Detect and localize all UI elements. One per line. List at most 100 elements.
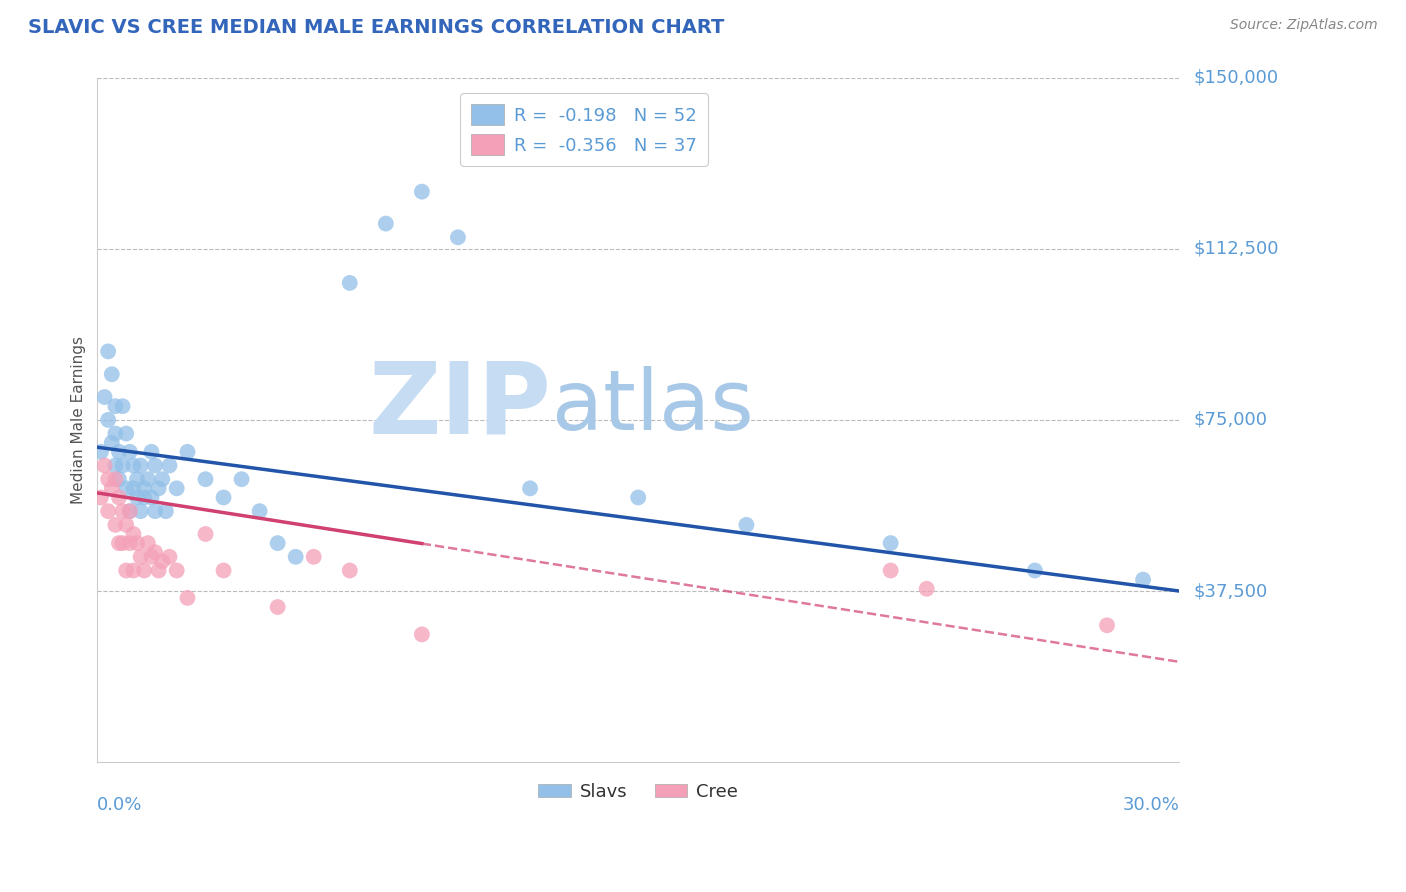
Point	[122, 481, 145, 495]
Text: $112,500: $112,500	[1194, 240, 1278, 258]
Point	[879, 564, 901, 578]
Point	[115, 564, 138, 578]
Point	[134, 491, 156, 505]
Point	[104, 426, 127, 441]
Point	[143, 504, 166, 518]
Point	[115, 481, 138, 495]
Point	[104, 472, 127, 486]
Point	[249, 504, 271, 518]
Point	[100, 368, 122, 382]
Point	[115, 517, 138, 532]
Point	[118, 445, 141, 459]
Point	[104, 458, 127, 473]
Point	[166, 564, 188, 578]
Point	[159, 549, 181, 564]
Point	[915, 582, 938, 596]
Point	[231, 472, 253, 486]
Point	[122, 458, 145, 473]
Point	[136, 472, 159, 486]
Point	[266, 536, 288, 550]
Text: SLAVIC VS CREE MEDIAN MALE EARNINGS CORRELATION CHART: SLAVIC VS CREE MEDIAN MALE EARNINGS CORR…	[28, 18, 724, 37]
Point	[141, 491, 163, 505]
Point	[150, 472, 173, 486]
Point	[118, 504, 141, 518]
Point	[339, 276, 361, 290]
Point	[212, 564, 235, 578]
Point	[155, 504, 177, 518]
Point	[284, 549, 307, 564]
Point	[1024, 564, 1046, 578]
Point	[111, 536, 134, 550]
Point	[134, 564, 156, 578]
Legend: Slavs, Cree: Slavs, Cree	[531, 775, 745, 808]
Point	[411, 185, 433, 199]
Point	[122, 527, 145, 541]
Point	[115, 426, 138, 441]
Point	[879, 536, 901, 550]
Point	[111, 458, 134, 473]
Point	[166, 481, 188, 495]
Point	[129, 504, 152, 518]
Text: atlas: atlas	[551, 366, 754, 447]
Text: $37,500: $37,500	[1194, 582, 1267, 600]
Text: $75,000: $75,000	[1194, 411, 1267, 429]
Point	[111, 399, 134, 413]
Point	[125, 536, 148, 550]
Point	[194, 472, 217, 486]
Point	[447, 230, 470, 244]
Point	[374, 217, 396, 231]
Point	[136, 536, 159, 550]
Text: 0.0%: 0.0%	[97, 797, 143, 814]
Point	[122, 564, 145, 578]
Point	[1132, 573, 1154, 587]
Text: ZIP: ZIP	[368, 358, 551, 455]
Point	[104, 399, 127, 413]
Point	[627, 491, 650, 505]
Point	[125, 491, 148, 505]
Point	[97, 504, 120, 518]
Point	[148, 564, 170, 578]
Point	[93, 390, 115, 404]
Point	[108, 491, 131, 505]
Point	[212, 491, 235, 505]
Point	[194, 527, 217, 541]
Point	[100, 481, 122, 495]
Point	[129, 549, 152, 564]
Point	[90, 491, 112, 505]
Point	[93, 458, 115, 473]
Point	[129, 458, 152, 473]
Point	[111, 504, 134, 518]
Point	[735, 517, 758, 532]
Point	[143, 545, 166, 559]
Point	[141, 549, 163, 564]
Point	[100, 435, 122, 450]
Point	[108, 536, 131, 550]
Text: Source: ZipAtlas.com: Source: ZipAtlas.com	[1230, 18, 1378, 32]
Point	[302, 549, 325, 564]
Point	[143, 458, 166, 473]
Text: 30.0%: 30.0%	[1122, 797, 1180, 814]
Point	[118, 536, 141, 550]
Point	[266, 600, 288, 615]
Point	[104, 517, 127, 532]
Point	[150, 554, 173, 568]
Y-axis label: Median Male Earnings: Median Male Earnings	[72, 336, 86, 504]
Point	[90, 445, 112, 459]
Point	[118, 504, 141, 518]
Point	[97, 472, 120, 486]
Point	[159, 458, 181, 473]
Point	[97, 344, 120, 359]
Point	[176, 445, 198, 459]
Point	[519, 481, 541, 495]
Point	[108, 445, 131, 459]
Point	[1095, 618, 1118, 632]
Point	[134, 481, 156, 495]
Point	[339, 564, 361, 578]
Point	[141, 445, 163, 459]
Point	[411, 627, 433, 641]
Text: $150,000: $150,000	[1194, 69, 1278, 87]
Point	[97, 413, 120, 427]
Point	[108, 472, 131, 486]
Point	[125, 472, 148, 486]
Point	[148, 481, 170, 495]
